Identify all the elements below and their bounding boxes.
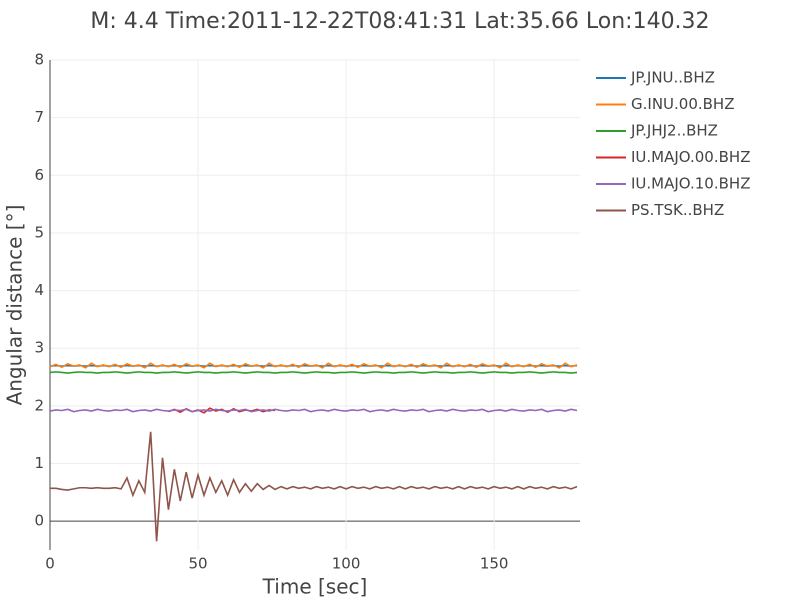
legend-label[interactable]: JP.JNU..BHZ — [630, 69, 715, 87]
legend-label[interactable]: IU.MAJO.10.BHZ — [631, 175, 750, 193]
x-tick-label: 50 — [188, 555, 207, 573]
x-tick-label: 0 — [45, 555, 55, 573]
legend-label[interactable]: PS.TSK..BHZ — [631, 201, 724, 219]
y-tick-label: 7 — [34, 108, 44, 126]
y-tick-label: 1 — [34, 454, 44, 472]
chart-title: M: 4.4 Time:2011-12-22T08:41:31 Lat:35.6… — [90, 9, 709, 34]
series-line — [50, 431, 578, 542]
x-axis-title: Time [sec] — [262, 575, 368, 599]
legend-label[interactable]: JP.JHJ2..BHZ — [630, 122, 718, 140]
x-tick-label: 100 — [332, 555, 361, 573]
y-tick-label: 0 — [34, 512, 44, 530]
y-tick-label: 6 — [34, 166, 44, 184]
legend-label[interactable]: IU.MAJO.00.BHZ — [631, 148, 750, 166]
series-line — [49, 408, 578, 413]
y-axis-title: Angular distance [°] — [3, 205, 27, 406]
legend-label[interactable]: G.INU.00.BHZ — [631, 95, 734, 113]
y-tick-label: 3 — [34, 339, 44, 357]
series-line — [49, 371, 578, 374]
y-tick-label: 5 — [34, 223, 44, 241]
y-tick-label: 8 — [34, 51, 44, 69]
x-tick-label: 150 — [480, 555, 509, 573]
series-line — [49, 362, 578, 369]
y-tick-label: 4 — [34, 281, 44, 299]
y-tick-label: 2 — [34, 396, 44, 414]
